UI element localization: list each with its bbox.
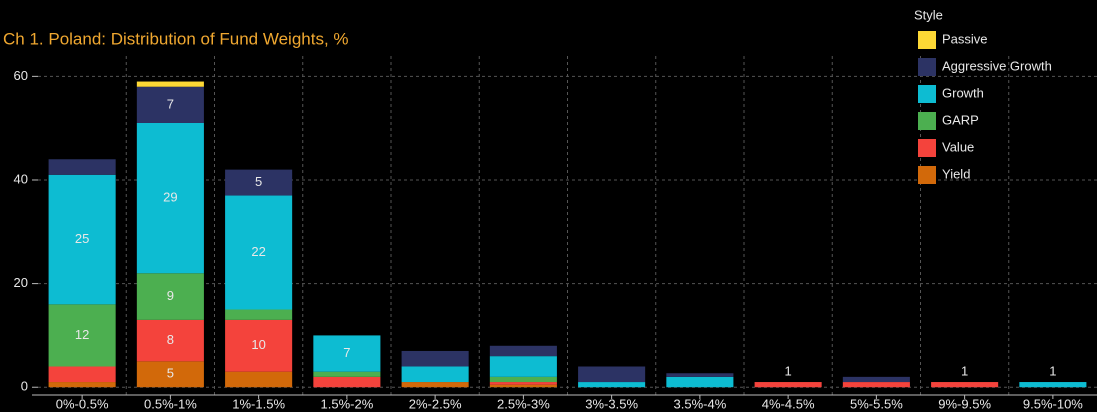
bar-segment — [754, 382, 822, 388]
bar-segment — [48, 366, 116, 383]
bar-segment — [931, 382, 999, 388]
legend-label: Aggressive Growth — [942, 58, 1052, 73]
bar-segment — [842, 382, 910, 388]
bar-segment — [489, 376, 557, 383]
legend-label: Yield — [942, 166, 970, 181]
bar-segment — [225, 195, 293, 310]
bar-segment — [313, 335, 381, 372]
legend-label: Growth — [942, 85, 984, 100]
legend-label: GARP — [942, 112, 979, 127]
bar-segment — [578, 366, 646, 383]
bar-segment — [842, 376, 910, 383]
legend-swatch — [918, 139, 936, 157]
data-label: 25 — [75, 231, 89, 246]
data-label: 5 — [255, 174, 262, 189]
data-label: 29 — [163, 190, 177, 205]
x-tick-label: 2%-2.5% — [409, 396, 462, 411]
bar-segment — [489, 384, 557, 388]
y-tick-label: 0 — [21, 379, 28, 394]
data-label: 8 — [167, 332, 174, 347]
x-tick-label: 9%-9.5% — [938, 396, 991, 411]
data-label: 9 — [167, 288, 174, 303]
bar-segment — [48, 174, 116, 305]
bar-segment — [489, 356, 557, 377]
bar-segment — [666, 376, 734, 388]
data-label: 7 — [343, 345, 350, 360]
legend-swatch — [918, 85, 936, 103]
bar-segment — [313, 376, 381, 388]
x-tick-label: 3.5%-4% — [674, 396, 727, 411]
bar-segment — [401, 350, 469, 367]
x-tick-label: 5%-5.5% — [850, 396, 903, 411]
x-tick-label: 9.5%-10% — [1023, 396, 1083, 411]
bar-segment — [136, 81, 204, 87]
bar-segment — [666, 373, 734, 377]
bar-segment — [225, 319, 293, 372]
bar-segment — [401, 382, 469, 388]
legend-title: Style — [914, 7, 943, 22]
y-tick-label: 60 — [14, 68, 28, 83]
data-label: 7 — [167, 96, 174, 111]
bar-segment — [401, 366, 469, 383]
legend-swatch — [918, 166, 936, 184]
x-tick-label: 0%-0.5% — [56, 396, 109, 411]
bar-segment — [225, 169, 293, 196]
bar-segment — [489, 345, 557, 357]
x-tick-label: 1.5%-2% — [321, 396, 374, 411]
legend-swatch — [918, 58, 936, 76]
x-tick-label: 1%-1.5% — [232, 396, 285, 411]
bar-segment — [578, 382, 646, 388]
data-label: 1 — [1049, 363, 1056, 378]
chart-title: Ch 1. Poland: Distribution of Fund Weigh… — [3, 29, 349, 48]
bar-segment — [136, 86, 204, 123]
bar-segment — [48, 159, 116, 175]
bar-segment — [48, 304, 116, 367]
bar-segment — [136, 122, 204, 274]
legend-swatch — [918, 31, 936, 49]
bar-segment — [48, 382, 116, 388]
bar-segment — [1019, 382, 1087, 388]
legend-label: Passive — [942, 31, 988, 46]
data-label: 1 — [785, 363, 792, 378]
legend-swatch — [918, 112, 936, 130]
x-tick-label: 2.5%-3% — [497, 396, 550, 411]
x-tick-label: 0.5%-1% — [144, 396, 197, 411]
bar-segment — [136, 273, 204, 320]
bar-segment — [225, 371, 293, 388]
x-tick-label: 4%-4.5% — [762, 396, 815, 411]
y-tick-label: 20 — [14, 275, 28, 290]
bar-segment — [225, 309, 293, 320]
data-label: 1 — [961, 363, 968, 378]
data-label: 5 — [167, 366, 174, 381]
data-label: 10 — [251, 337, 265, 352]
bar-segment — [489, 382, 557, 385]
data-label: 12 — [75, 327, 89, 342]
data-label: 22 — [251, 244, 265, 259]
bar-segment — [313, 371, 381, 377]
legend-label: Value — [942, 139, 974, 154]
bar-segment — [136, 319, 204, 362]
x-tick-label: 3%-3.5% — [585, 396, 638, 411]
bar-segment — [136, 361, 204, 388]
y-tick-label: 40 — [14, 171, 28, 186]
